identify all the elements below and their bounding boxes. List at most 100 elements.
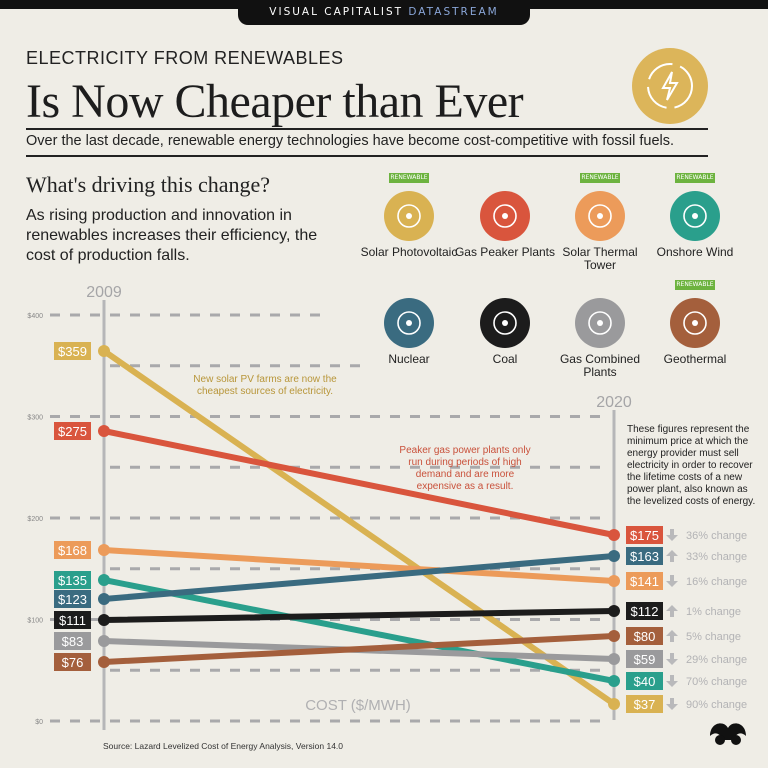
change-label: 1% change [686, 606, 741, 618]
change-label: 36% change [686, 530, 747, 542]
point-2009 [98, 345, 110, 357]
label-box-2009 [54, 611, 91, 629]
label-box-2009 [54, 653, 91, 671]
label-box-2020 [626, 526, 663, 544]
source: Source: Lazard Levelized Cost of Energy … [103, 741, 344, 751]
legend-label: Gas Peaker Plants [454, 245, 556, 259]
brand-name: VISUAL CAPITALIST [269, 6, 404, 18]
page-title: Is Now Cheaper than Ever [26, 75, 524, 128]
section-heading: What's driving this change? [26, 172, 271, 197]
value-label-2009: $83 [62, 634, 84, 649]
point-2009 [98, 425, 110, 437]
arrow-down-icon [666, 529, 678, 541]
series-coal: $111 $112 1% change [54, 602, 741, 629]
label-box-2009 [54, 541, 91, 559]
series-nuclear: $123 $163 33% change [54, 547, 747, 608]
value-label-2020: $40 [634, 674, 656, 689]
series-geothermal: $76 $80 5% change [54, 627, 741, 671]
coal-cart-icon [480, 298, 530, 348]
point-2020 [608, 675, 620, 687]
point-2009 [98, 574, 110, 586]
y-tick-label: $100 [27, 618, 43, 625]
arrow-down-icon [666, 698, 678, 710]
point-2020 [608, 653, 620, 665]
change-label: 5% change [686, 631, 741, 643]
logo-lightning-cycle-icon [632, 48, 708, 124]
y-tick-label: $200 [27, 516, 43, 523]
point-2020 [608, 550, 620, 562]
value-label-2009: $275 [58, 424, 87, 439]
change-label: 29% change [686, 654, 747, 666]
label-box-2020 [626, 547, 663, 565]
point-2009 [98, 544, 110, 556]
renewable-badge: RENEWABLE [675, 173, 715, 183]
label-box-2020 [626, 627, 663, 645]
y-tick-label: $0 [35, 719, 43, 726]
series-line [101, 553, 617, 602]
series-line [101, 608, 617, 623]
value-label-2020: $175 [630, 528, 659, 543]
arrow-down-icon [666, 653, 678, 665]
radiation-icon [384, 298, 434, 348]
point-2020 [608, 529, 620, 541]
legend-label: Onshore Wind [656, 245, 734, 259]
brand-banner: VISUAL CAPITALIST DATASTREAM [238, 0, 530, 25]
point-2020 [608, 698, 620, 710]
legend-label: Nuclear [388, 352, 430, 366]
legend-label: Coal [492, 352, 518, 366]
arrow-up-icon [666, 605, 678, 617]
label-box-2020 [626, 650, 663, 668]
point-2009 [98, 656, 110, 668]
label-box-2009 [54, 571, 91, 589]
point-2009 [98, 635, 110, 647]
gas-plant-icon [575, 298, 625, 348]
value-label-2009: $123 [58, 592, 87, 607]
legend-label: Gas Combined Plants [559, 352, 641, 379]
point-2009 [98, 614, 110, 626]
value-label-2009: $168 [58, 543, 87, 558]
arrow-up-icon [666, 550, 678, 562]
brand-accent: DATASTREAM [408, 6, 499, 18]
x-label-2020: 2020 [596, 394, 632, 411]
value-label-2020: $112 [631, 604, 659, 619]
logo-icon [706, 716, 750, 746]
point-2020 [608, 605, 620, 617]
note-peaker: Peaker gas power plants only run during … [399, 445, 531, 492]
value-label-2020: $141 [630, 574, 659, 589]
label-box-2020 [626, 572, 663, 590]
series-line [101, 633, 617, 665]
value-label-2020: $37 [634, 697, 656, 712]
label-box-2009 [54, 342, 91, 360]
legend-label: Solar Thermal Tower [562, 245, 638, 272]
geothermal-icon [670, 298, 720, 348]
renewable-badge: RENEWABLE [675, 280, 715, 290]
label-box-2009 [54, 632, 91, 650]
note-lcoe: These figures represent the minimum pric… [627, 424, 756, 507]
renewable-badge: RENEWABLE [580, 173, 620, 183]
renewable-badge: RENEWABLE [389, 173, 429, 183]
value-label-2009: $135 [58, 573, 87, 588]
point-2009 [98, 593, 110, 605]
y-tick-label: $300 [27, 415, 43, 422]
change-label: 33% change [686, 551, 747, 563]
arrow-up-icon [666, 630, 678, 642]
divider [26, 155, 708, 157]
label-box-2009 [54, 590, 91, 608]
label-box-2020 [626, 672, 663, 690]
arrow-down-icon [666, 675, 678, 687]
subtitle: Over the last decade, renewable energy t… [26, 133, 675, 149]
solar-panel-icon [384, 191, 434, 241]
note-solar: New solar PV farms are now the cheapest … [193, 374, 337, 397]
point-2020 [608, 630, 620, 642]
value-label-2009: $111 [59, 613, 86, 628]
y-axis-title: COST ($/MWH) [305, 697, 411, 714]
series-line [101, 428, 617, 538]
label-box-2009 [54, 422, 91, 440]
value-label-2020: $59 [634, 652, 656, 667]
value-label-2009: $76 [62, 655, 84, 670]
series-line [101, 577, 617, 684]
series-line [101, 348, 617, 707]
series-gas-peaker-plants: $275 $175 36% change [54, 422, 747, 544]
change-label: 90% change [686, 699, 747, 711]
